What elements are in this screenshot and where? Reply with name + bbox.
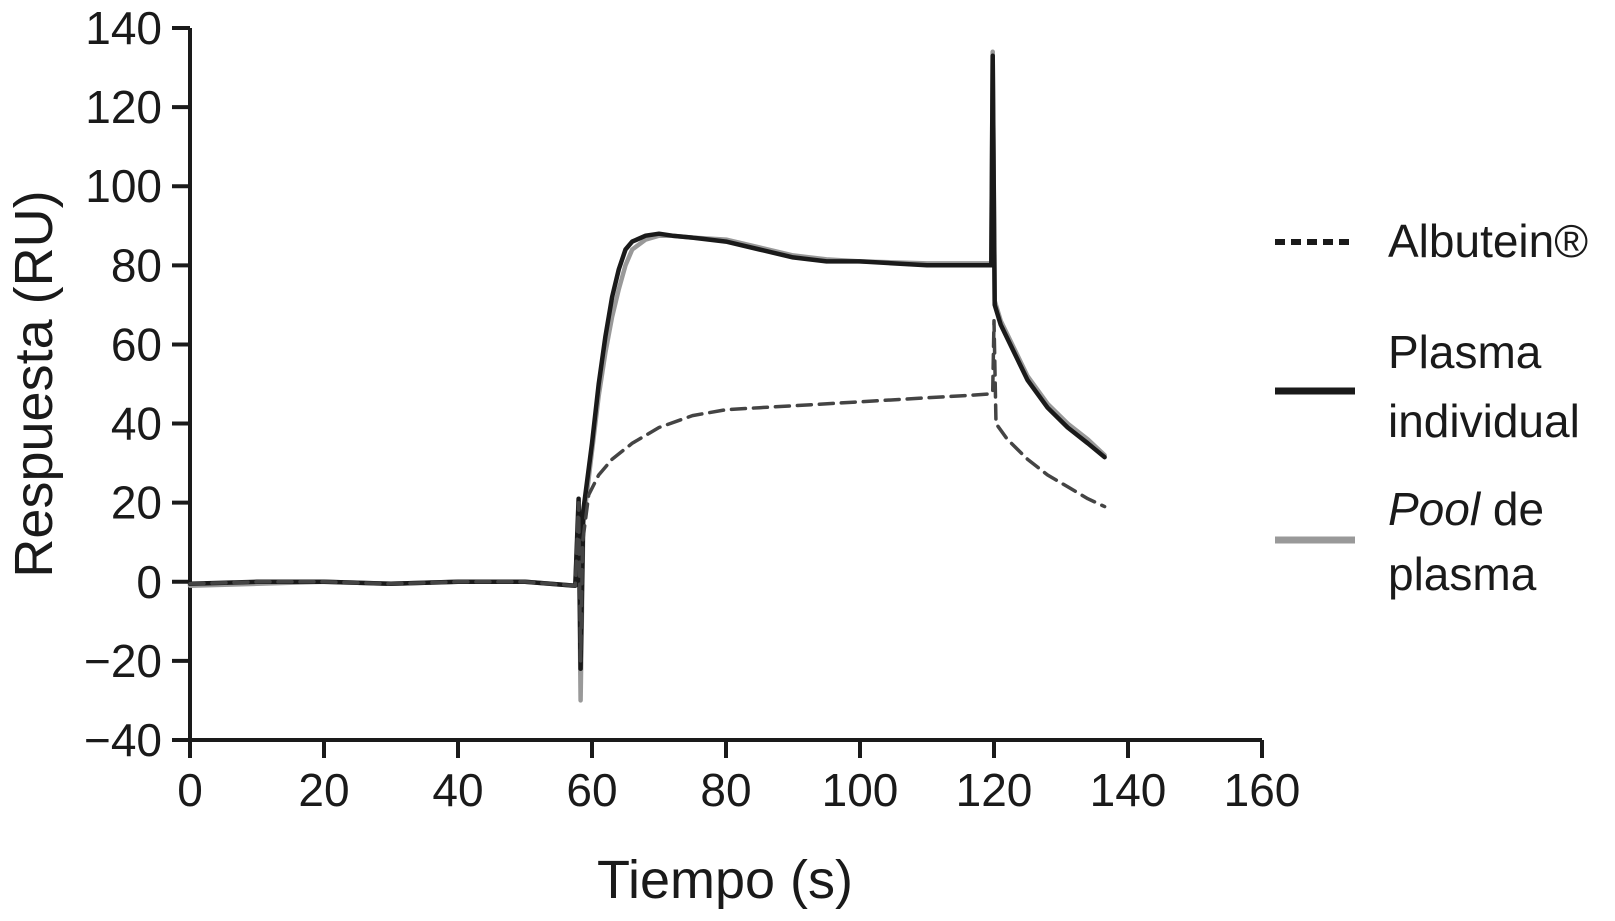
legend-label-plasma-individual-line1: Plasma: [1388, 326, 1542, 378]
legend-label-pool-plasma-line1: Pool de: [1388, 483, 1544, 535]
y-axis-title: Respuesta (RU): [4, 190, 64, 577]
axes: [188, 28, 1262, 742]
legend: Albutein® Plasma individual Pool de plas…: [1275, 215, 1588, 600]
x-tick-label: 140: [1090, 764, 1167, 816]
legend-label-plasma-individual-line2: individual: [1388, 395, 1580, 447]
y-ticks: 140 120 100 80 60 40 20 0 −20 −40: [84, 2, 190, 766]
y-tick-label: −20: [84, 635, 162, 687]
x-tick-label: 80: [700, 764, 751, 816]
series-line-pool-plasma: [187, 49, 1107, 703]
x-tick-label: 60: [566, 764, 617, 816]
y-tick-label: 120: [85, 81, 162, 133]
legend-label-pool-plasma-line2: plasma: [1388, 548, 1537, 600]
legend-entry-albutein: Albutein®: [1275, 215, 1588, 267]
legend-label-albutein: Albutein®: [1388, 215, 1588, 267]
y-tick-label: 40: [111, 398, 162, 450]
series-line-albutein: [188, 318, 1107, 663]
y-tick-label: 60: [111, 318, 162, 370]
x-ticks: 0 20 40 60 80 100 120 140 160: [177, 740, 1300, 816]
y-tick-label: 0: [136, 556, 162, 608]
series-line-plasma-individual: [187, 53, 1107, 672]
legend-entry-pool-plasma: Pool de plasma: [1275, 483, 1544, 600]
x-tick-label: 100: [822, 764, 899, 816]
series-group: [187, 49, 1107, 703]
x-tick-label: 40: [432, 764, 483, 816]
x-tick-label: 0: [177, 764, 203, 816]
x-tick-label: 160: [1224, 764, 1301, 816]
x-tick-label: 20: [298, 764, 349, 816]
y-tick-label: 100: [85, 160, 162, 212]
y-tick-label: 140: [85, 2, 162, 54]
x-tick-label: 120: [956, 764, 1033, 816]
legend-entry-plasma-individual: Plasma individual: [1275, 326, 1580, 447]
legend-label-pool-rest: de: [1480, 483, 1544, 535]
y-tick-label: 20: [111, 477, 162, 529]
x-axis-title: Tiempo (s): [597, 850, 853, 910]
y-tick-label: 80: [111, 239, 162, 291]
y-tick-label: −40: [84, 714, 162, 766]
legend-label-pool-italic: Pool: [1388, 483, 1482, 535]
